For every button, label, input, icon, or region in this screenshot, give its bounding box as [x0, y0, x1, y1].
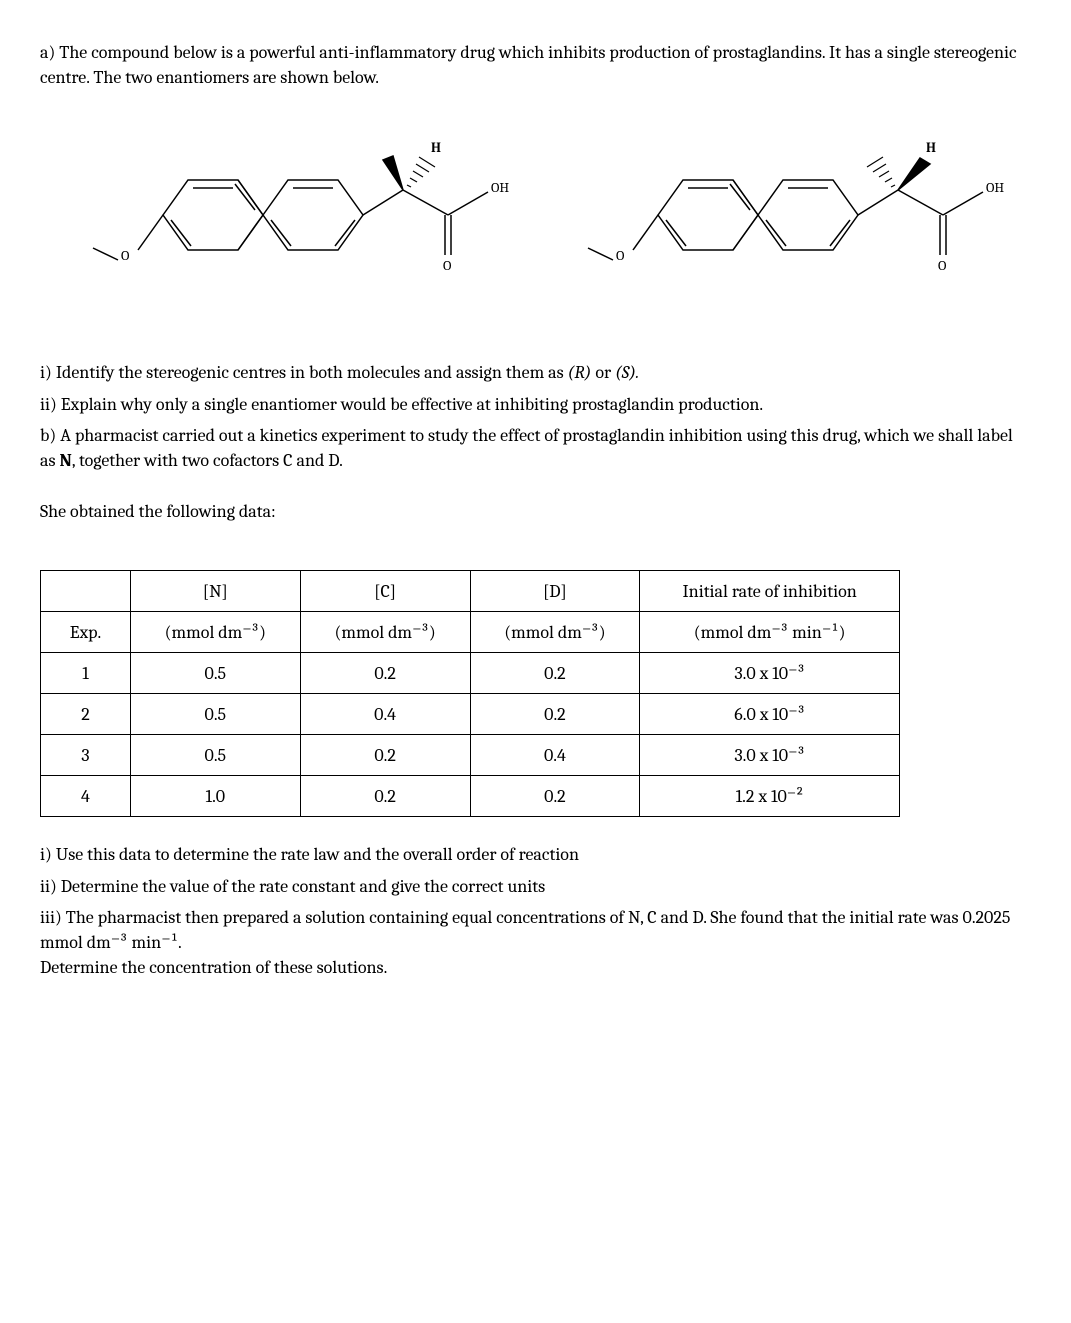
- hdr1-c3: [D]: [470, 571, 640, 612]
- table-row: 3 0.5 0.2 0.4 3.0 x 10⁻³: [41, 735, 900, 776]
- molecule-right: O H O OH: [548, 120, 1018, 310]
- svg-text:O: O: [938, 257, 947, 274]
- question-a-i: i) Identify the stereogenic centres in b…: [40, 360, 1031, 385]
- molecule-figures: O H O OH: [40, 120, 1031, 310]
- cell: 4: [41, 776, 131, 817]
- cell: 0.5: [130, 735, 300, 776]
- cell: 0.2: [300, 735, 470, 776]
- q-a-i-or: or: [595, 362, 615, 383]
- svg-text:O: O: [443, 257, 452, 274]
- hdr2-c4: (mmol dm⁻³ min⁻¹): [640, 612, 900, 653]
- cell: 0.4: [470, 735, 640, 776]
- hdr1-c0: [41, 571, 131, 612]
- cell: 3: [41, 735, 131, 776]
- question-b-i: i) Use this data to determine the rate l…: [40, 842, 1031, 867]
- svg-text:OH: OH: [491, 179, 509, 196]
- question-b-ii: ii) Determine the value of the rate cons…: [40, 874, 1031, 899]
- b-bold-n: N: [59, 450, 71, 471]
- cell: 0.2: [470, 653, 640, 694]
- cell: 0.2: [470, 776, 640, 817]
- table-row: 1 0.5 0.2 0.2 3.0 x 10⁻³: [41, 653, 900, 694]
- q-a-i-text: i) Identify the stereogenic centres in b…: [40, 362, 568, 383]
- svg-text:H: H: [926, 139, 936, 156]
- cell: 3.0 x 10⁻³: [640, 735, 900, 776]
- table-header-row-1: [N] [C] [D] Initial rate of inhibition: [41, 571, 900, 612]
- hdr2-c1: (mmol dm⁻³): [130, 612, 300, 653]
- svg-text:O: O: [616, 247, 625, 264]
- svg-text:OH: OH: [986, 179, 1004, 196]
- question-b-iii-1: iii) The pharmacist then prepared a solu…: [40, 905, 1031, 955]
- cell: 1.2 x 10⁻²: [640, 776, 900, 817]
- cell: 3.0 x 10⁻³: [640, 653, 900, 694]
- table-row: 2 0.5 0.4 0.2 6.0 x 10⁻³: [41, 694, 900, 735]
- cell: 0.2: [300, 653, 470, 694]
- table-header-row-2: Exp. (mmol dm⁻³) (mmol dm⁻³) (mmol dm⁻³)…: [41, 612, 900, 653]
- molecule-left: O H O OH: [53, 120, 523, 310]
- kinetics-table: [N] [C] [D] Initial rate of inhibition E…: [40, 570, 900, 817]
- table-row: 4 1.0 0.2 0.2 1.2 x 10⁻²: [41, 776, 900, 817]
- hdr1-c1: [N]: [130, 571, 300, 612]
- hdr1-c4: Initial rate of inhibition: [640, 571, 900, 612]
- cell: 0.4: [300, 694, 470, 735]
- q-a-i-s: (S).: [615, 362, 639, 383]
- question-a-intro: a) The compound below is a powerful anti…: [40, 40, 1031, 90]
- hdr2-c3: (mmol dm⁻³): [470, 612, 640, 653]
- cell: 0.2: [300, 776, 470, 817]
- cell: 6.0 x 10⁻³: [640, 694, 900, 735]
- question-b-intro: b) A pharmacist carried out a kinetics e…: [40, 423, 1031, 473]
- hdr1-c2: [C]: [300, 571, 470, 612]
- hdr2-c2: (mmol dm⁻³): [300, 612, 470, 653]
- question-b-iii-2: Determine the concentration of these sol…: [40, 955, 1031, 980]
- b-intro-2: , together with two cofactors C and D.: [72, 450, 343, 471]
- cell: 0.5: [130, 694, 300, 735]
- cell: 0.2: [470, 694, 640, 735]
- b-data-lead: She obtained the following data:: [40, 499, 1031, 524]
- cell: 1.0: [130, 776, 300, 817]
- svg-text:H: H: [431, 139, 441, 156]
- q-a-i-r: (R): [568, 362, 596, 383]
- cell: 0.5: [130, 653, 300, 694]
- hdr2-c0: Exp.: [41, 612, 131, 653]
- svg-text:O: O: [121, 247, 130, 264]
- question-a-ii: ii) Explain why only a single enantiomer…: [40, 392, 1031, 417]
- cell: 1: [41, 653, 131, 694]
- cell: 2: [41, 694, 131, 735]
